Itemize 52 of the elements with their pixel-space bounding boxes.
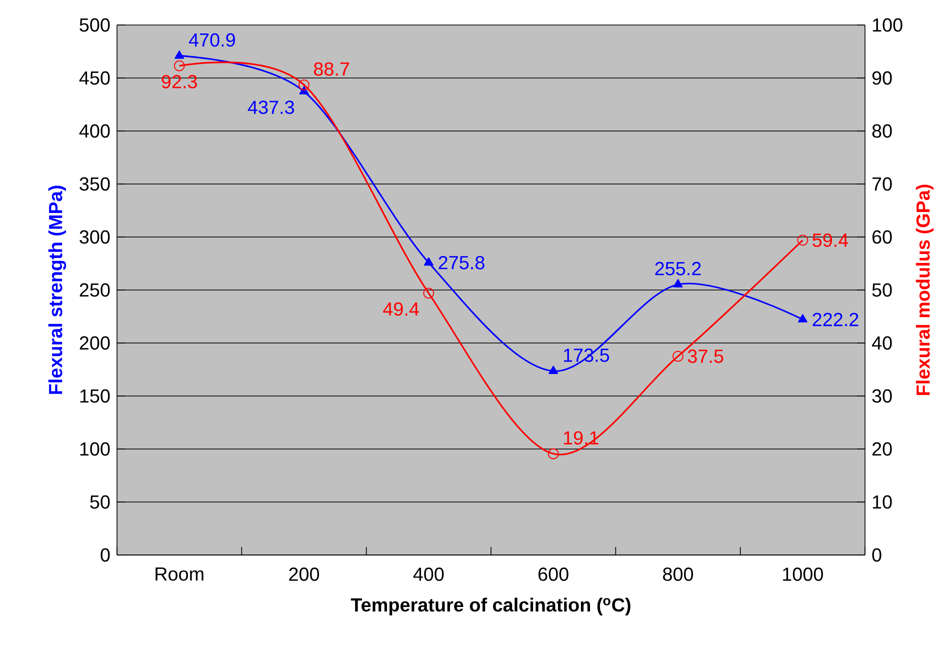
y2-axis-title: Flexural modulus (GPa)	[916, 184, 934, 395]
data-label: 222.2	[812, 312, 858, 326]
y-tick-label: 350	[80, 177, 110, 191]
point	[672, 350, 684, 362]
point	[174, 50, 184, 59]
y2-tick-label: 60	[872, 230, 892, 244]
point	[797, 234, 808, 246]
point	[548, 448, 559, 460]
point	[673, 279, 683, 288]
y-tick-label: 150	[80, 389, 110, 403]
y-tick-label: 200	[80, 336, 110, 350]
data-label: 437.3	[248, 100, 294, 114]
y2-tick-label: 40	[872, 336, 892, 350]
y-tick-label: 0	[100, 548, 110, 562]
y2-tick-label: 80	[872, 124, 892, 138]
y-tick-label: 50	[90, 495, 110, 509]
x-tick-label: Room	[156, 568, 204, 581]
y2-tick-label: 70	[872, 177, 892, 191]
y2-tick-label: 100	[872, 18, 902, 32]
x-tick-label: 400	[413, 568, 444, 581]
data-label: 37.5	[688, 350, 724, 363]
y2-tick-label: 50	[872, 283, 892, 297]
data-label: 49.4	[383, 302, 419, 316]
point	[423, 288, 434, 299]
point	[299, 86, 309, 94]
data-label: 275.8	[438, 256, 484, 270]
y2-tick-label: 90	[872, 71, 892, 85]
x-tick-label: 800	[663, 568, 694, 581]
y-tick-label: 250	[80, 283, 110, 297]
point	[424, 257, 434, 266]
y-tick-label: 400	[79, 124, 110, 138]
data-label: 470.9	[188, 33, 235, 47]
data-label: 255.2	[655, 262, 701, 276]
y-tick-label: 500	[80, 18, 110, 32]
y-axis-title: Flexural strength (MPa)	[48, 186, 66, 394]
y-tick-label: 300	[80, 230, 110, 244]
x-tick-label: 600	[538, 568, 568, 581]
data-label: 92.3	[162, 74, 197, 88]
y2-tick-label: 20	[872, 442, 892, 456]
x-tick-label: 1000	[783, 568, 823, 581]
data-label: 88.7	[314, 62, 350, 76]
y2-tick-label: 30	[872, 389, 892, 403]
x-axis-title: Temperature of calcination ($^{o}$C)	[350, 598, 630, 616]
point	[548, 366, 558, 374]
point	[798, 314, 808, 322]
y2-tick-label: 0	[872, 548, 882, 562]
y2-tick-label: 10	[872, 495, 892, 509]
y-tick-label: 450	[79, 71, 110, 85]
point	[174, 60, 185, 72]
x-tick-label: 200	[289, 568, 320, 581]
y-tick-label: 100	[80, 442, 110, 456]
point	[298, 79, 310, 90]
